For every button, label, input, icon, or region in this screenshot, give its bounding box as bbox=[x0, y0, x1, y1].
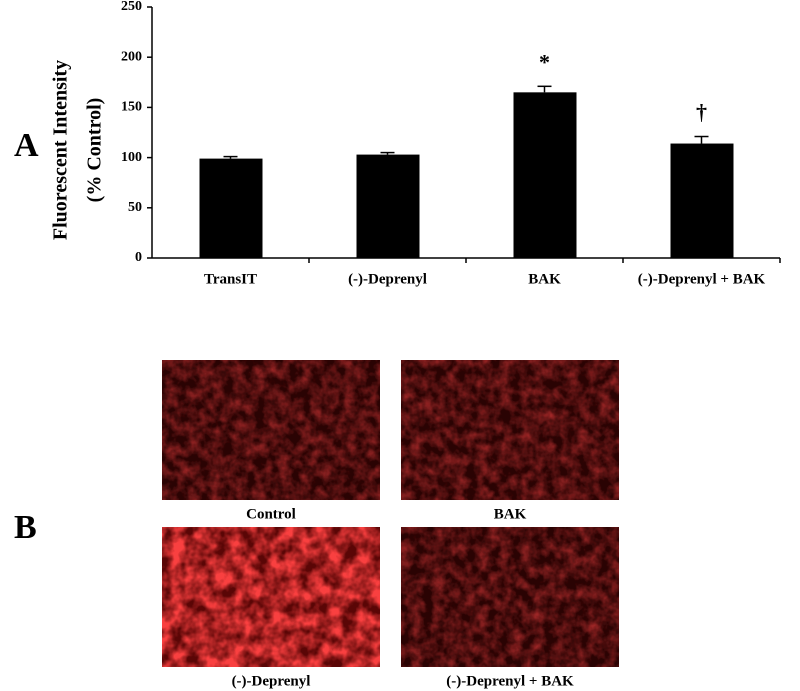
micrograph bbox=[162, 360, 380, 500]
y-tick-label: 250 bbox=[121, 0, 142, 14]
micrograph bbox=[401, 527, 619, 667]
bar bbox=[356, 154, 420, 258]
significance-mark: * bbox=[539, 49, 550, 74]
bar bbox=[199, 158, 263, 258]
y-tick-label: 50 bbox=[128, 200, 142, 215]
x-tick-label: (-)-Deprenyl bbox=[348, 271, 427, 287]
x-tick-label: BAK bbox=[528, 271, 561, 287]
panel-label: B bbox=[14, 509, 37, 546]
image-caption: Control bbox=[246, 506, 296, 522]
micrograph bbox=[162, 527, 380, 667]
image-caption: BAK bbox=[494, 506, 527, 522]
y-tick-label: 100 bbox=[121, 150, 142, 165]
x-tick-label: TransIT bbox=[204, 271, 257, 287]
error-bar bbox=[694, 135, 709, 144]
significance-mark: † bbox=[696, 100, 707, 125]
error-bar bbox=[537, 85, 552, 93]
image-caption: (-)-Deprenyl + BAK bbox=[446, 673, 574, 689]
y-axis-label: (% Control) bbox=[84, 98, 106, 203]
y-tick-label: 0 bbox=[135, 250, 142, 265]
bar bbox=[670, 143, 734, 258]
error-bar bbox=[223, 155, 238, 159]
image-panel: Control BAK (-)-Deprenyl (-)-Deprenyl + BAK bbox=[162, 360, 619, 689]
y-tick-label: 200 bbox=[121, 49, 142, 64]
x-tick-label: (-)-Deprenyl + BAK bbox=[638, 271, 766, 287]
bar bbox=[513, 92, 577, 258]
image-caption: (-)-Deprenyl bbox=[232, 673, 311, 689]
panel-label: A bbox=[14, 127, 39, 164]
micrograph bbox=[401, 360, 619, 500]
error-bar bbox=[380, 151, 395, 155]
y-tick-label: 150 bbox=[121, 100, 142, 115]
y-axis-label: Fluorescent Intensity bbox=[50, 60, 72, 240]
bar-chart: 0 50 100 150 200 250 Fluorescent Intensity (% C… bbox=[50, 0, 781, 287]
